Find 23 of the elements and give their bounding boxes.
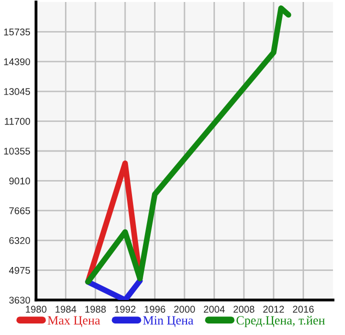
x-tick-label: 1980: [26, 306, 46, 313]
x-tick-label: 2016: [292, 306, 314, 313]
x-tick-label: 2004: [204, 306, 225, 313]
y-tick-label: 3630: [9, 296, 30, 304]
y-tick-label: 9010: [9, 178, 30, 184]
y-tick-label: 6320: [9, 237, 30, 244]
x-tick-label: 2000: [174, 306, 195, 313]
x-tick-label: 2008: [234, 306, 254, 313]
y-tick-label: 14390: [4, 58, 30, 66]
y-tick-label: 11700: [4, 118, 30, 125]
y-tick-label: 4975: [9, 266, 30, 274]
legend-label: Min Цена: [143, 316, 194, 328]
y-tick-label: 15735: [4, 28, 30, 36]
x-tick-label: 1984: [56, 306, 76, 313]
x-tick-label: 1988: [85, 306, 106, 313]
y-tick-label: 7665: [9, 207, 30, 214]
y-tick-label: 10355: [4, 148, 30, 155]
legend-label: Сред.Цена, т.йен: [236, 316, 325, 328]
legend-label: Max Цена: [48, 316, 100, 328]
x-tick-label: 1992: [115, 306, 136, 313]
x-tick-label: 2012: [263, 306, 284, 313]
x-tick-label: 1996: [144, 306, 166, 313]
y-tick-label: 13045: [4, 88, 30, 96]
